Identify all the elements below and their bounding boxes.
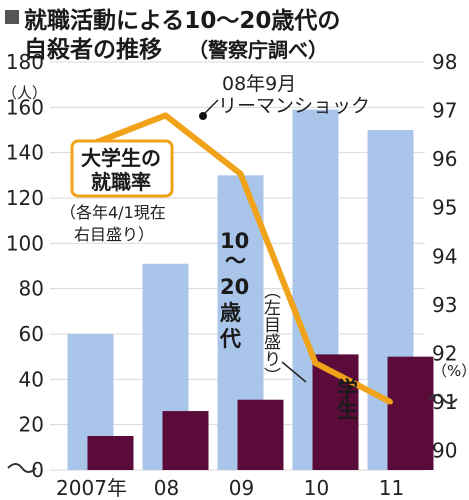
right-tick-label: 95 bbox=[432, 196, 457, 220]
lehman-shock-dot bbox=[199, 112, 207, 120]
left-scale-note-leader bbox=[281, 361, 307, 383]
lehman-shock-leader bbox=[203, 99, 219, 115]
bar-student bbox=[162, 411, 209, 470]
title-line-1: 就職活動による10～20歳代の bbox=[24, 7, 340, 34]
right-tick-label: 94 bbox=[432, 244, 457, 268]
title-source: （警察庁調べ） bbox=[188, 38, 328, 62]
employment-rate-point bbox=[313, 360, 318, 366]
x-tick-label: 09 bbox=[229, 476, 254, 500]
youth-label-dai: 代 bbox=[219, 327, 241, 351]
employment-rate-point bbox=[238, 171, 243, 177]
employment-rate-point bbox=[388, 399, 393, 405]
youth-label-20: 20 bbox=[220, 275, 249, 299]
left-scale-note: （左目盛り） bbox=[260, 282, 307, 384]
bar-student bbox=[237, 399, 284, 470]
employment-rate-label: 大学生の 就職率 （各年4/1現在 右目盛り） bbox=[60, 139, 174, 244]
left-tick-label: 120 bbox=[6, 186, 44, 210]
left-tick-label: 160 bbox=[6, 95, 44, 119]
lehman-shock-line-2: リーマンショック bbox=[218, 95, 370, 117]
bar-student bbox=[87, 436, 134, 470]
right-axis-unit: （%） bbox=[432, 362, 469, 380]
right-tick-label: 98 bbox=[432, 50, 457, 74]
title-cube-icon bbox=[5, 10, 19, 24]
left-tick-label: 80 bbox=[19, 277, 44, 301]
right-tick-label: 92 bbox=[432, 341, 457, 365]
x-tick-label: 08 bbox=[154, 476, 179, 500]
left-tick-label: 140 bbox=[6, 141, 44, 165]
right-tick-label: 97 bbox=[432, 99, 457, 123]
left-tick-label: 100 bbox=[6, 231, 44, 255]
employment-rate-line-2: 就職率 bbox=[91, 170, 151, 194]
employment-rate-point bbox=[163, 112, 168, 118]
employment-rate-note-line-2: 右目盛り） bbox=[74, 225, 154, 244]
right-axis-break-icon bbox=[428, 394, 458, 404]
right-tick-label: 96 bbox=[432, 147, 457, 171]
left-axis-ticks: 0 20 40 60 80 100 120 140 160 180 bbox=[6, 50, 44, 482]
student-series-label: 学生 bbox=[335, 377, 359, 420]
left-tick-label: 20 bbox=[19, 413, 44, 437]
left-tick-label: 60 bbox=[19, 322, 44, 346]
bar-student bbox=[387, 356, 434, 470]
lehman-shock-line-1: 08年9月 bbox=[222, 73, 296, 95]
employment-rate-line-1: 大学生の bbox=[81, 146, 161, 170]
bar-layer bbox=[67, 109, 434, 471]
youth-label-sai: 歳 bbox=[220, 301, 241, 325]
chart-title: 就職活動による10～20歳代の 自殺者の推移 （警察庁調べ） bbox=[5, 7, 340, 63]
left-tick-label: 180 bbox=[6, 50, 44, 74]
employment-rate-box bbox=[70, 139, 174, 198]
left-scale-note-text: （左目盛り） bbox=[260, 282, 281, 384]
youth-series-label: 10 ～ 20 歳 代 bbox=[219, 229, 249, 351]
left-tick-label: 40 bbox=[19, 367, 44, 391]
x-axis-ticks: 2007年 08 09 10 11 bbox=[56, 476, 404, 500]
youth-label-10: 10 bbox=[220, 229, 249, 253]
x-tick-label: 10 bbox=[304, 476, 329, 500]
left-axis-unit: （人） bbox=[2, 84, 47, 102]
x-tick-label: 2007年 bbox=[56, 476, 127, 500]
right-tick-label: 93 bbox=[432, 293, 457, 317]
title-line-2: 自殺者の推移 bbox=[24, 36, 162, 63]
left-tick-label: 0 bbox=[31, 458, 44, 482]
x-tick-label: 11 bbox=[379, 476, 404, 500]
employment-rate-note-line-1: （各年4/1現在 bbox=[60, 203, 166, 222]
lehman-shock-annotation: 08年9月 リーマンショック bbox=[199, 73, 370, 120]
right-tick-label: 90 bbox=[432, 439, 457, 463]
youth-label-tilde: ～ bbox=[225, 249, 246, 273]
left-axis-break-icon bbox=[7, 463, 37, 473]
